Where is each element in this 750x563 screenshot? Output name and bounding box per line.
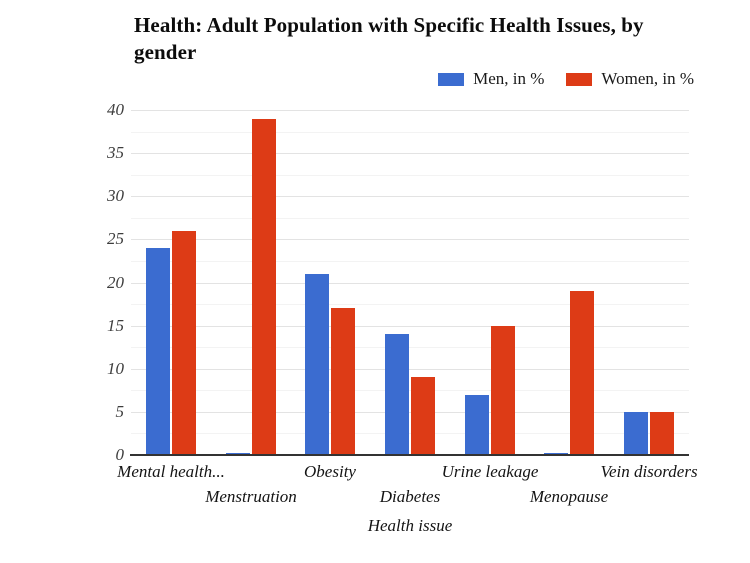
bar-men-urine-leakage bbox=[465, 395, 489, 455]
y-tick-label: 10 bbox=[107, 359, 124, 378]
legend-label: Women, in % bbox=[601, 69, 694, 88]
bar-men-obesity bbox=[305, 274, 329, 455]
major-gridline bbox=[131, 153, 689, 154]
major-gridline bbox=[131, 239, 689, 240]
bar-men-vein-disorders bbox=[624, 412, 648, 455]
major-gridline bbox=[131, 110, 689, 111]
bar-women-obesity bbox=[331, 308, 355, 455]
chart-title-line1: Health: Adult Population with Specific H… bbox=[134, 13, 644, 37]
x-axis-title: Health issue bbox=[367, 516, 453, 535]
y-tick-label: 0 bbox=[115, 445, 125, 464]
minor-gridline bbox=[131, 304, 689, 305]
chart-title-line2: gender bbox=[134, 40, 197, 64]
major-gridline bbox=[131, 326, 689, 327]
x-category-label: Vein disorders bbox=[600, 462, 698, 481]
y-tick-label: 35 bbox=[107, 143, 124, 162]
bar-women-urine-leakage bbox=[491, 326, 515, 455]
minor-gridline bbox=[131, 175, 689, 176]
legend-item-women: Women, in % bbox=[566, 69, 694, 89]
major-gridline bbox=[131, 196, 689, 197]
minor-gridline bbox=[131, 261, 689, 262]
x-axis-line bbox=[130, 454, 689, 456]
minor-gridline bbox=[131, 347, 689, 348]
legend: Men, in % Women, in % bbox=[438, 69, 694, 89]
y-tick-label: 40 bbox=[107, 100, 124, 119]
minor-gridline bbox=[131, 132, 689, 133]
x-category-label: Obesity bbox=[304, 462, 356, 481]
legend-item-men: Men, in % bbox=[438, 69, 544, 89]
legend-label: Men, in % bbox=[473, 69, 545, 88]
y-tick-label: 20 bbox=[107, 273, 124, 292]
legend-swatch-women bbox=[566, 72, 593, 86]
minor-gridline bbox=[131, 218, 689, 219]
y-tick-label: 15 bbox=[107, 316, 124, 335]
y-tick-label: 30 bbox=[107, 186, 124, 205]
x-category-label: Diabetes bbox=[379, 487, 441, 506]
x-category-label: Menstruation bbox=[205, 487, 297, 506]
y-tick-label: 5 bbox=[115, 402, 125, 421]
x-category-label: Mental health... bbox=[117, 462, 225, 481]
bar-women-mental-health bbox=[172, 231, 196, 455]
major-gridline bbox=[131, 283, 689, 284]
bar-women-diabetes bbox=[411, 377, 435, 455]
bar-women-menstruation bbox=[252, 119, 276, 455]
legend-swatch-men bbox=[438, 72, 465, 86]
bar-women-menopause bbox=[570, 291, 594, 455]
major-gridline bbox=[131, 369, 689, 370]
x-category-label: Urine leakage bbox=[441, 462, 539, 481]
minor-gridline bbox=[131, 390, 689, 391]
y-tick-label: 25 bbox=[107, 229, 124, 248]
bar-men-diabetes bbox=[385, 334, 409, 455]
x-category-label: Menopause bbox=[529, 487, 609, 506]
bar-men-mental-health bbox=[146, 248, 170, 455]
chart-title: Health: Adult Population with Specific H… bbox=[134, 12, 644, 66]
major-gridline bbox=[131, 412, 689, 413]
minor-gridline bbox=[131, 433, 689, 434]
bar-women-vein-disorders bbox=[650, 412, 674, 455]
